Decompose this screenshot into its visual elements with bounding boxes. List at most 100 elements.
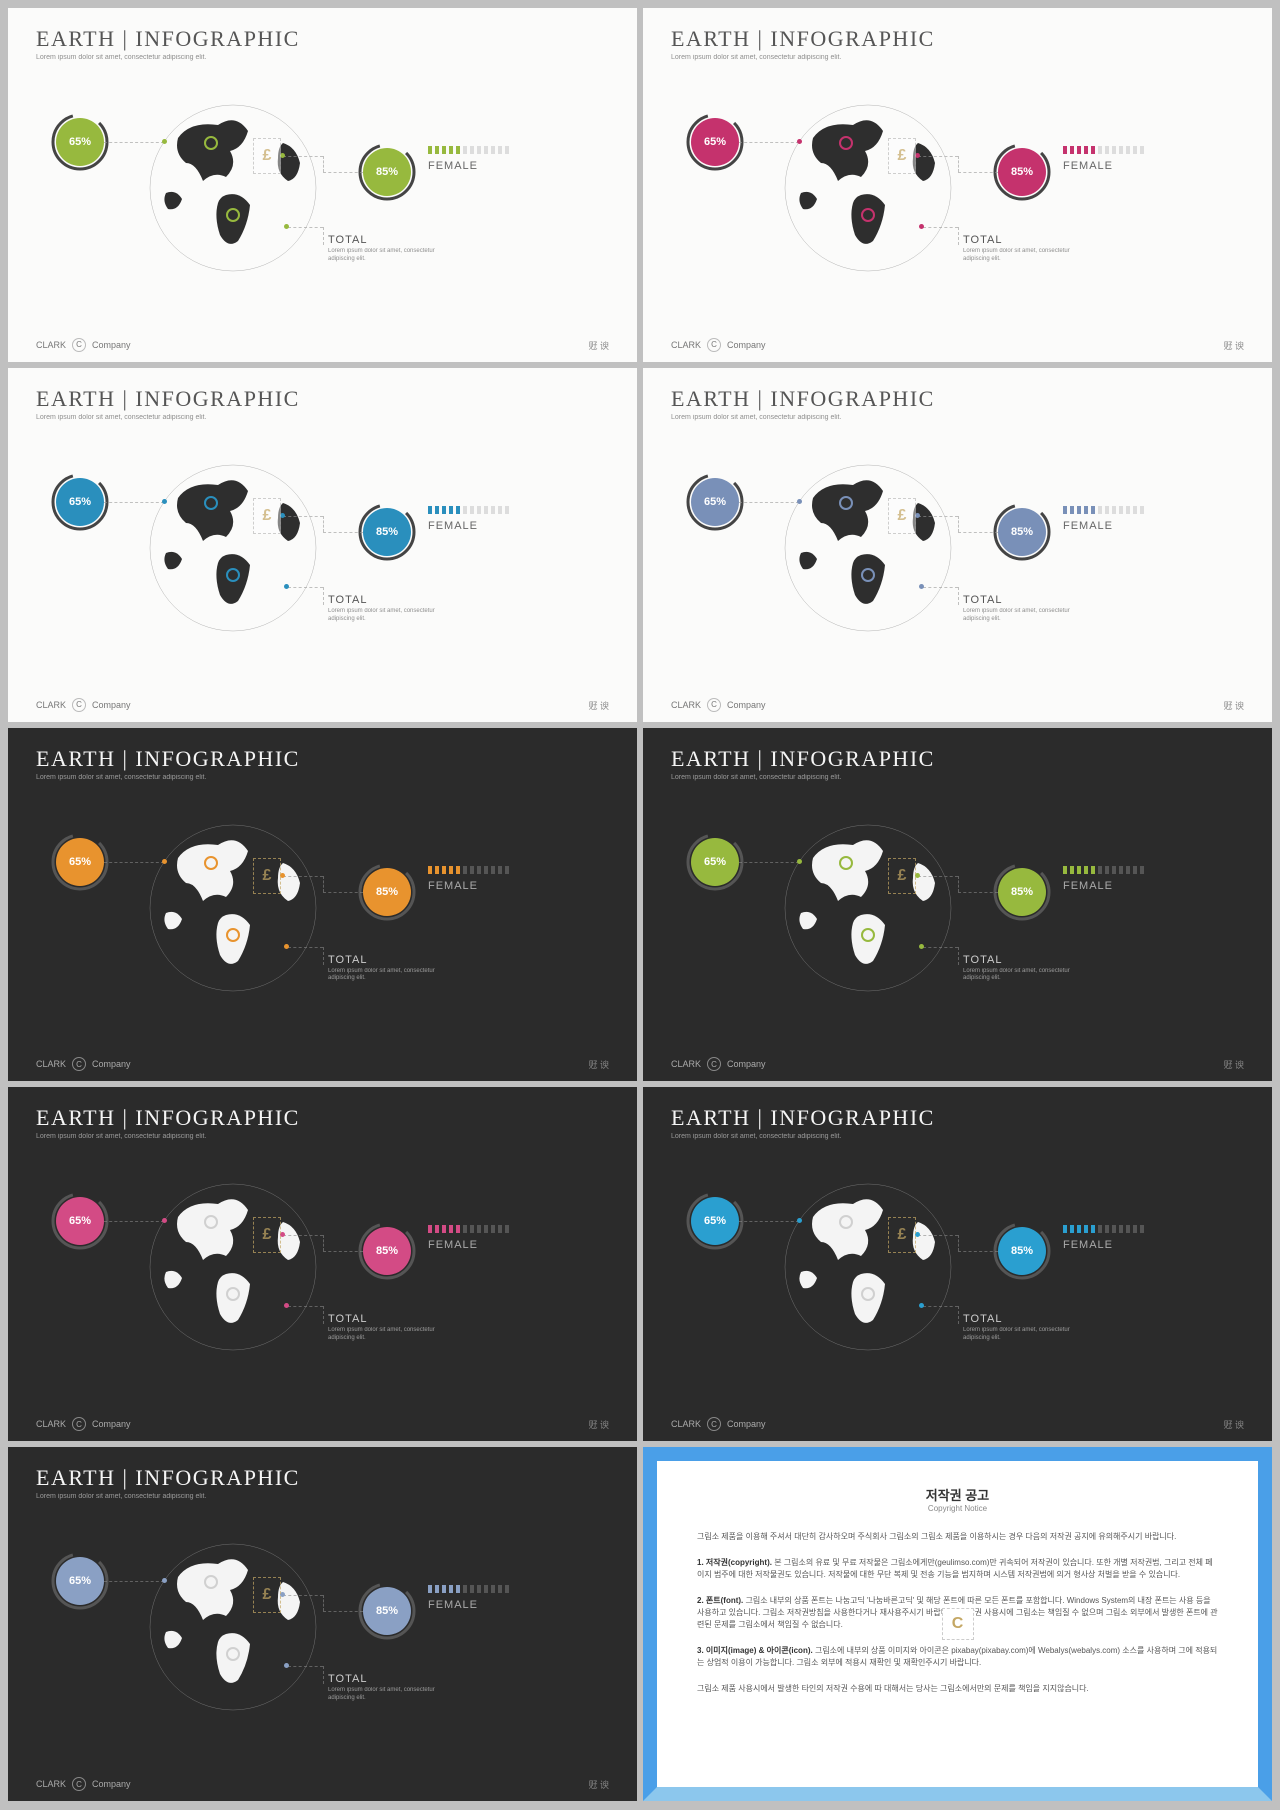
female-bar-tick bbox=[1084, 506, 1088, 514]
female-bar-tick bbox=[428, 1225, 432, 1233]
female-bar-tick bbox=[456, 1225, 460, 1233]
connector-line bbox=[958, 227, 959, 245]
female-bar-tick bbox=[477, 1585, 481, 1593]
total-subtext: Lorem ipsum dolor sit amet, consectetur … bbox=[328, 608, 458, 624]
footer-left: CLARK C Company bbox=[671, 338, 766, 352]
slide-title: EARTH | INFOGRAPHIC bbox=[671, 1105, 935, 1131]
female-bar-tick bbox=[435, 1585, 439, 1593]
connector-dot bbox=[797, 499, 802, 504]
connector-line bbox=[958, 947, 959, 965]
female-bar-tick bbox=[1070, 146, 1074, 154]
female-bar-group bbox=[428, 146, 509, 154]
female-bar-tick bbox=[1105, 866, 1109, 874]
currency-icon: £ bbox=[254, 859, 280, 893]
slide-title: EARTH | INFOGRAPHIC bbox=[36, 1465, 300, 1491]
female-bar-tick bbox=[1098, 146, 1102, 154]
slide-subtitle: Lorem ipsum dolor sit amet, consectetur … bbox=[36, 414, 206, 421]
connector-line bbox=[323, 947, 324, 965]
earth-graphic bbox=[148, 1542, 318, 1712]
footer-company: Company bbox=[727, 700, 766, 710]
earth-globe-icon bbox=[783, 1182, 953, 1352]
female-bar-tick bbox=[484, 866, 488, 874]
notice-paragraph-heading: 2. 폰트(font). bbox=[697, 1596, 743, 1605]
notice-paragraph-text: 본 그림소의 유료 및 무료 저작물은 그림소에게만(geulimso.com)… bbox=[697, 1558, 1213, 1579]
female-bar-tick bbox=[1098, 1225, 1102, 1233]
female-bar-tick bbox=[435, 866, 439, 874]
female-bar-tick bbox=[442, 866, 446, 874]
connector-line bbox=[958, 532, 998, 533]
slide-title: EARTH | INFOGRAPHIC bbox=[36, 386, 300, 412]
notice-paragraph: 3. 이미지(image) & 아이콘(icon). 그림소에 내부의 상품 이… bbox=[697, 1645, 1218, 1669]
total-label: TOTAL bbox=[963, 954, 1093, 966]
total-block: TOTAL Lorem ipsum dolor sit amet, consec… bbox=[328, 954, 458, 984]
female-bar-tick bbox=[1112, 866, 1116, 874]
stat-bubble-left: 65% bbox=[56, 1197, 104, 1245]
callout-icon-box: £ bbox=[253, 138, 281, 174]
connector-line bbox=[958, 156, 959, 172]
slide-subtitle: Lorem ipsum dolor sit amet, consectetur … bbox=[671, 774, 841, 781]
slide-title: EARTH | INFOGRAPHIC bbox=[36, 746, 300, 772]
connector-line bbox=[958, 1251, 998, 1252]
female-bar-tick bbox=[477, 866, 481, 874]
copyright-notice-slide: 저작권 공고 Copyright Notice 그림소 제품을 이용해 주셔서 … bbox=[643, 1447, 1272, 1801]
female-bar-tick bbox=[449, 1585, 453, 1593]
notice-paragraph-heading: 3. 이미지(image) & 아이콘(icon). bbox=[697, 1646, 813, 1655]
total-subtext: Lorem ipsum dolor sit amet, consectetur … bbox=[963, 1327, 1093, 1343]
stat-bubble-right: 85% bbox=[363, 1227, 411, 1275]
earth-globe-icon bbox=[148, 463, 318, 633]
map-marker-icon bbox=[226, 208, 240, 222]
footer-company: Company bbox=[92, 1419, 131, 1429]
connector-line bbox=[323, 1666, 324, 1684]
female-bar-tick bbox=[484, 1585, 488, 1593]
connector-line bbox=[739, 862, 799, 863]
slide-title: EARTH | INFOGRAPHIC bbox=[36, 26, 300, 52]
stat-bubble-right: 85% bbox=[363, 148, 411, 196]
connector-line bbox=[739, 1221, 799, 1222]
slide-title: EARTH | INFOGRAPHIC bbox=[671, 386, 935, 412]
female-label: FEMALE bbox=[1063, 1239, 1113, 1251]
bubble-arc bbox=[357, 502, 417, 562]
female-label: FEMALE bbox=[1063, 880, 1113, 892]
currency-icon: £ bbox=[889, 499, 915, 533]
female-bar-tick bbox=[449, 1225, 453, 1233]
slide-1: EARTH | INFOGRAPHIC Lorem ipsum dolor si… bbox=[643, 8, 1272, 362]
notice-paragraph-text: 그림소 제품을 이용해 주셔서 대단히 감사하오며 주식회사 그림소의 그림소 … bbox=[697, 1532, 1176, 1541]
female-bar-tick bbox=[1133, 146, 1137, 154]
bubble-arc bbox=[357, 1221, 417, 1281]
slide-8: EARTH | INFOGRAPHIC Lorem ipsum dolor si… bbox=[8, 1447, 637, 1801]
bubble-arc bbox=[685, 1191, 745, 1251]
earth-graphic bbox=[148, 463, 318, 633]
total-label: TOTAL bbox=[963, 594, 1093, 606]
slide-subtitle: Lorem ipsum dolor sit amet, consectetur … bbox=[36, 54, 206, 61]
female-bar-tick bbox=[1091, 866, 1095, 874]
female-bar-tick bbox=[498, 506, 502, 514]
female-bar-tick bbox=[1112, 1225, 1116, 1233]
footer-left: CLARK C Company bbox=[36, 1417, 131, 1431]
total-block: TOTAL Lorem ipsum dolor sit amet, consec… bbox=[963, 594, 1093, 624]
map-marker-icon bbox=[839, 856, 853, 870]
connector-line bbox=[104, 142, 164, 143]
female-bar-tick bbox=[498, 146, 502, 154]
total-subtext: Lorem ipsum dolor sit amet, consectetur … bbox=[328, 1327, 458, 1343]
connector-dot bbox=[162, 499, 167, 504]
earth-graphic bbox=[783, 463, 953, 633]
connector-dot bbox=[284, 584, 289, 589]
female-label: FEMALE bbox=[428, 160, 478, 172]
footer-left: CLARK C Company bbox=[36, 1057, 131, 1071]
map-marker-icon bbox=[839, 136, 853, 150]
female-bar-tick bbox=[456, 146, 460, 154]
connector-dot bbox=[919, 944, 924, 949]
slide-5: EARTH | INFOGRAPHIC Lorem ipsum dolor si… bbox=[643, 728, 1272, 1082]
female-bar-tick bbox=[1091, 146, 1095, 154]
total-label: TOTAL bbox=[328, 594, 458, 606]
stat-bubble-left: 65% bbox=[56, 478, 104, 526]
stat-bubble-left: 65% bbox=[56, 118, 104, 166]
female-bar-tick bbox=[442, 1225, 446, 1233]
female-bar-tick bbox=[491, 1225, 495, 1233]
female-bar-tick bbox=[484, 146, 488, 154]
female-bar-tick bbox=[1077, 506, 1081, 514]
female-bar-tick bbox=[1112, 506, 1116, 514]
female-bar-tick bbox=[477, 1225, 481, 1233]
female-bar-tick bbox=[1063, 146, 1067, 154]
connector-line bbox=[323, 172, 363, 173]
